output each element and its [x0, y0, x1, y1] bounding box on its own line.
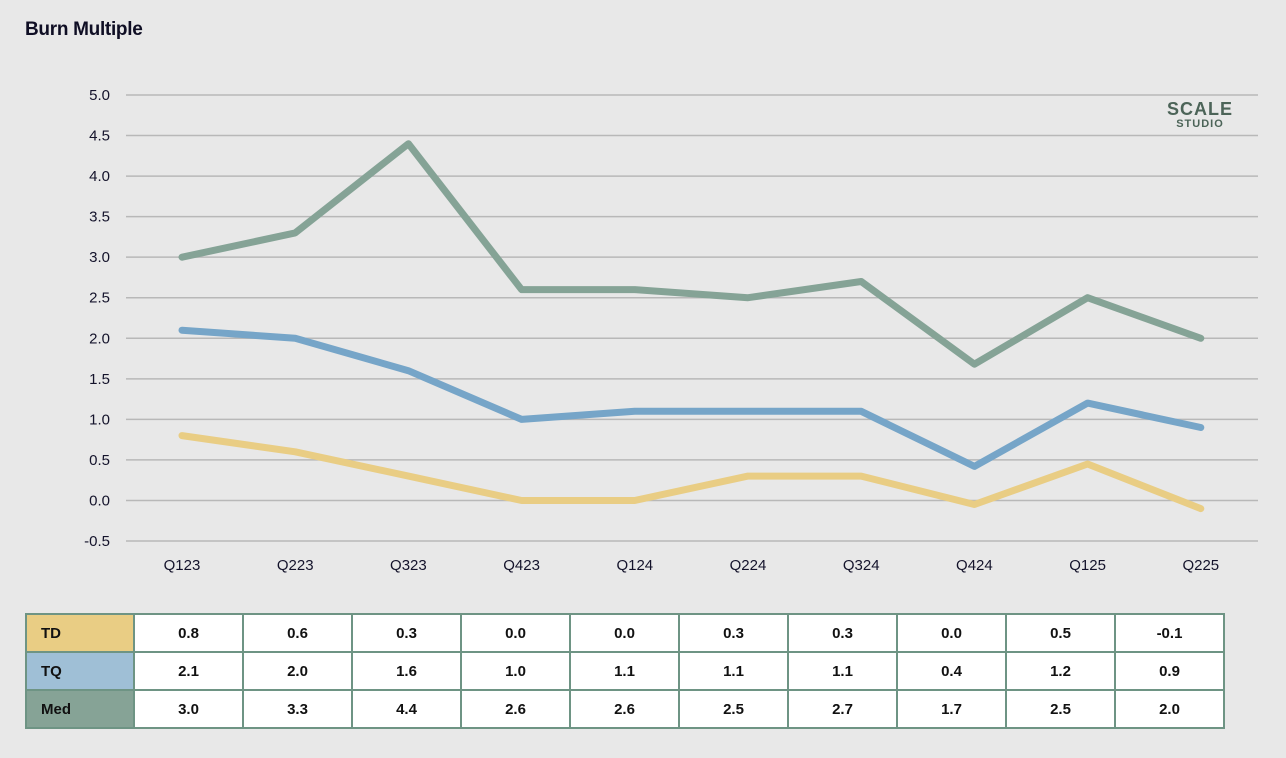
- table-cell: 2.0: [1114, 689, 1225, 729]
- y-tick-label: 2.0: [89, 330, 110, 347]
- table-row-td: TD 0.8 0.6 0.3 0.0 0.0 0.3 0.3 0.0 0.5 -0.1: [25, 613, 1225, 653]
- x-tick-label: Q323: [390, 557, 427, 574]
- y-tick-label: 0.5: [89, 452, 110, 469]
- table-cell: 0.4: [896, 651, 1007, 691]
- y-tick-label: 0.0: [89, 492, 110, 509]
- x-axis-ticks: Q123 Q223 Q323 Q423 Q124 Q224 Q324 Q424 Q125 Q225: [164, 557, 1220, 574]
- table-cell: 0.3: [787, 613, 898, 653]
- logo-line1: SCALE: [1166, 99, 1233, 119]
- table-cell: 1.7: [896, 689, 1007, 729]
- chart-title: Burn Multiple: [25, 19, 143, 40]
- table-cell: 2.6: [569, 689, 680, 729]
- table-cell: 1.6: [351, 651, 462, 691]
- x-tick-label: Q225: [1182, 557, 1219, 574]
- series-line-med: [178, 140, 1205, 368]
- line-chart: 5.0 4.5 4.0 3.5 3.0 2.5 2.0 1.5 1.0 0.5 0.0 -0.5 Q1…: [84, 87, 1258, 574]
- table-cell: 1.1: [678, 651, 789, 691]
- table-cell: 3.0: [133, 689, 244, 729]
- table-cell: 1.1: [787, 651, 898, 691]
- series-line-td: [178, 432, 1205, 513]
- series-lines: [178, 140, 1205, 513]
- table-cell: 0.0: [569, 613, 680, 653]
- y-tick-label: 2.5: [89, 290, 110, 307]
- table-cell: 2.1: [133, 651, 244, 691]
- table-cell: -0.1: [1114, 613, 1225, 653]
- y-axis-ticks: 5.0 4.5 4.0 3.5 3.0 2.5 2.0 1.5 1.0 0.5 0.0 -0.5: [84, 87, 110, 550]
- series-line-tq: [178, 326, 1205, 470]
- x-tick-label: Q423: [503, 557, 540, 574]
- table-cell: 2.7: [787, 689, 898, 729]
- y-tick-label: 4.5: [89, 128, 110, 145]
- x-tick-label: Q124: [616, 557, 653, 574]
- table-cell: 2.6: [460, 689, 571, 729]
- y-tick-label: 5.0: [89, 87, 110, 104]
- table-cell: 0.3: [678, 613, 789, 653]
- table-cell: 0.3: [351, 613, 462, 653]
- scale-studio-logo: SCALE STUDIO: [1160, 100, 1240, 130]
- table-cell: 1.1: [569, 651, 680, 691]
- table-row-med: Med 3.0 3.3 4.4 2.6 2.6 2.5 2.7 1.7 2.5 2.0: [25, 689, 1225, 729]
- x-tick-label: Q324: [843, 557, 880, 574]
- table-cell: 2.5: [1005, 689, 1116, 729]
- table-cell: 3.3: [242, 689, 353, 729]
- y-tick-label: 4.0: [89, 168, 110, 185]
- y-tick-label: 3.5: [89, 209, 110, 226]
- table-cell: 0.0: [896, 613, 1007, 653]
- y-tick-label: 1.5: [89, 371, 110, 388]
- table-cell: 2.0: [242, 651, 353, 691]
- table-cell: 0.6: [242, 613, 353, 653]
- table-cell: 1.2: [1005, 651, 1116, 691]
- table-cell: 0.0: [460, 613, 571, 653]
- data-table: TD 0.8 0.6 0.3 0.0 0.0 0.3 0.3 0.0 0.5 -0.1 TQ 2.1 2.…: [25, 613, 1225, 729]
- table-cell: 0.5: [1005, 613, 1116, 653]
- table-row-tq: TQ 2.1 2.0 1.6 1.0 1.1 1.1 1.1 0.4 1.2 0.9: [25, 651, 1225, 691]
- logo-line2: STUDIO: [1176, 118, 1224, 130]
- x-tick-label: Q424: [956, 557, 993, 574]
- table-cell: 1.0: [460, 651, 571, 691]
- x-tick-label: Q223: [277, 557, 314, 574]
- x-tick-label: Q125: [1069, 557, 1106, 574]
- x-tick-label: Q123: [164, 557, 201, 574]
- table-cell: 2.5: [678, 689, 789, 729]
- row-label: Med: [25, 689, 135, 729]
- y-tick-label: -0.5: [84, 533, 110, 550]
- x-tick-label: Q224: [730, 557, 767, 574]
- y-tick-label: 3.0: [89, 249, 110, 266]
- row-label: TD: [25, 613, 135, 653]
- y-tick-label: 1.0: [89, 411, 110, 428]
- gridlines: [126, 94, 1258, 542]
- table-cell: 0.9: [1114, 651, 1225, 691]
- table-cell: 4.4: [351, 689, 462, 729]
- table-cell: 0.8: [133, 613, 244, 653]
- row-label: TQ: [25, 651, 135, 691]
